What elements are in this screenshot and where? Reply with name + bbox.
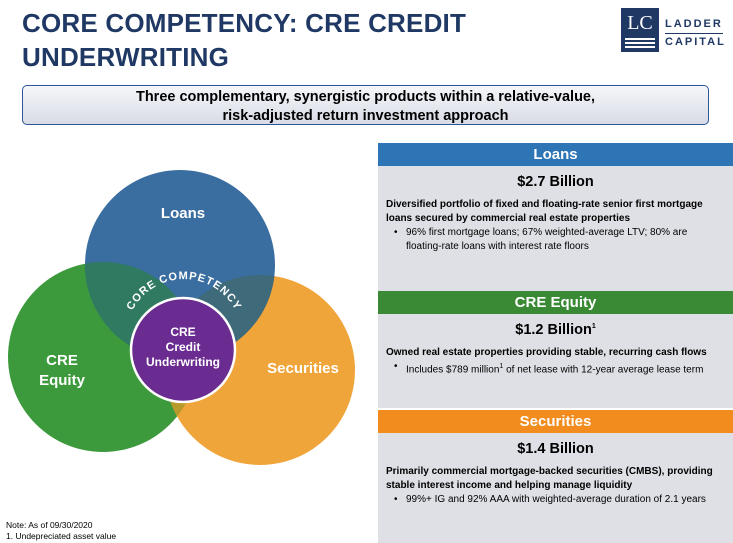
logo-word-capital: CAPITAL [665, 36, 726, 48]
venn-center-line3: Underwriting [146, 355, 220, 369]
page-title: CORE COMPETENCY: CRE CREDIT UNDERWRITING [22, 6, 542, 74]
panel-equity-amount: $1.2 Billion1 [386, 322, 725, 338]
panel-equity-desc: Owned real estate properties providing s… [386, 347, 707, 358]
panel-equity-bullet-pre: Includes $789 million [406, 364, 500, 376]
venn-diagram: Loans CRE Equity Securities CORE COMPETE… [8, 170, 355, 465]
venn-center-line1: CRE [170, 325, 195, 339]
panel-securities-amount: $1.4 Billion [517, 441, 594, 457]
panel-equity: CRE Equity $1.2 Billion1 Owned real esta… [378, 291, 733, 408]
banner-line2: risk-adjusted return investment approach [222, 108, 509, 124]
panel-securities-bullet: 99%+ IG and 92% AAA with weighted-averag… [386, 493, 725, 507]
banner-line1: Three complementary, synergistic product… [135, 89, 596, 105]
venn-label-loans: Loans [161, 205, 205, 222]
footnote-undepreciated: 1. Undepreciated asset value [6, 531, 117, 541]
venn-center-circle [129, 296, 237, 404]
logo-word-ladder: LADDER [665, 18, 723, 30]
footnote-as-of: Note: As of 09/30/2020 [6, 520, 93, 530]
panel-equity-amount-value: $1.2 Billion [515, 322, 592, 338]
logo-monogram: LC [627, 12, 653, 34]
panel-equity-body: $1.2 Billion1 Owned real estate properti… [378, 314, 733, 408]
panel-equity-amount-footnote: 1 [591, 323, 596, 331]
panel-loans-amount: $2.7 Billion [517, 174, 594, 190]
panel-equity-bullet: Includes $789 million1 of net lease with… [386, 360, 725, 377]
logo-stripes [625, 38, 655, 50]
panel-loans-header: Loans [378, 143, 733, 166]
panel-loans-body: $2.7 Billion Diversified portfolio of fi… [378, 166, 733, 291]
panel-equity-header: CRE Equity [378, 291, 733, 314]
venn-center-line2: Credit [166, 340, 201, 354]
panel-loans: Loans $2.7 Billion Diversified portfolio… [378, 143, 733, 291]
page-title-line1: CORE COMPETENCY: CRE CREDIT [22, 8, 467, 38]
logo-rule [665, 33, 723, 34]
panel-loans-desc: Diversified portfolio of fixed and float… [386, 199, 703, 224]
venn-label-securities: Securities [267, 360, 339, 377]
panel-securities-header: Securities [378, 410, 733, 433]
venn-label-equity-line1: CRE [46, 352, 78, 369]
panel-equity-bullet-post: of net lease with 12-year average lease … [503, 364, 704, 376]
panel-securities-body: $1.4 Billion Primarily commercial mortga… [378, 433, 733, 543]
summary-banner: Three complementary, synergistic product… [22, 85, 709, 125]
panel-securities-desc: Primarily commercial mortgage-backed sec… [386, 466, 713, 491]
ladder-capital-logo: LC LADDER CAPITAL [621, 8, 725, 62]
panel-equity-bullet-footnote: 1 [499, 363, 504, 370]
page-title-line2: UNDERWRITING [22, 42, 230, 72]
logo-monogram-box: LC [621, 8, 659, 52]
venn-label-equity-line2: Equity [39, 372, 85, 389]
panel-loans-bullet: 96% first mortgage loans; 67% weighted-a… [386, 226, 725, 254]
panel-securities: Securities $1.4 Billion Primarily commer… [378, 410, 733, 543]
